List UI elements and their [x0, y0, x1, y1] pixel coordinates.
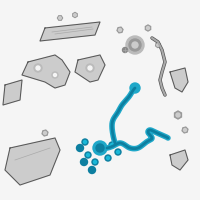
Circle shape — [36, 66, 40, 70]
Circle shape — [94, 160, 96, 164]
Circle shape — [157, 44, 159, 46]
Circle shape — [176, 113, 180, 117]
Circle shape — [85, 152, 91, 158]
Circle shape — [88, 166, 96, 173]
Circle shape — [76, 144, 84, 152]
Polygon shape — [5, 138, 60, 185]
Circle shape — [118, 28, 122, 31]
Circle shape — [88, 66, 92, 70]
Circle shape — [93, 141, 107, 155]
Circle shape — [105, 155, 111, 161]
Circle shape — [132, 42, 138, 48]
Circle shape — [116, 150, 120, 154]
Circle shape — [52, 72, 58, 78]
Circle shape — [115, 149, 121, 155]
Circle shape — [44, 132, 46, 134]
Circle shape — [109, 142, 115, 148]
Circle shape — [96, 144, 104, 152]
Polygon shape — [40, 22, 100, 41]
Circle shape — [82, 139, 88, 145]
Polygon shape — [170, 150, 188, 170]
Circle shape — [34, 64, 42, 72]
Circle shape — [86, 64, 94, 72]
Circle shape — [122, 47, 128, 52]
Circle shape — [129, 39, 141, 51]
Circle shape — [126, 36, 144, 54]
Circle shape — [84, 140, 86, 144]
Polygon shape — [22, 55, 70, 88]
Circle shape — [80, 158, 88, 166]
Circle shape — [184, 129, 186, 132]
Polygon shape — [3, 80, 22, 105]
Circle shape — [130, 83, 140, 93]
Circle shape — [110, 144, 114, 146]
Circle shape — [146, 26, 150, 29]
Circle shape — [74, 14, 76, 16]
Polygon shape — [75, 55, 105, 82]
Circle shape — [86, 154, 90, 156]
Circle shape — [92, 159, 98, 165]
Polygon shape — [170, 68, 188, 92]
Circle shape — [54, 73, 57, 76]
Circle shape — [106, 156, 110, 160]
Circle shape — [59, 17, 61, 19]
